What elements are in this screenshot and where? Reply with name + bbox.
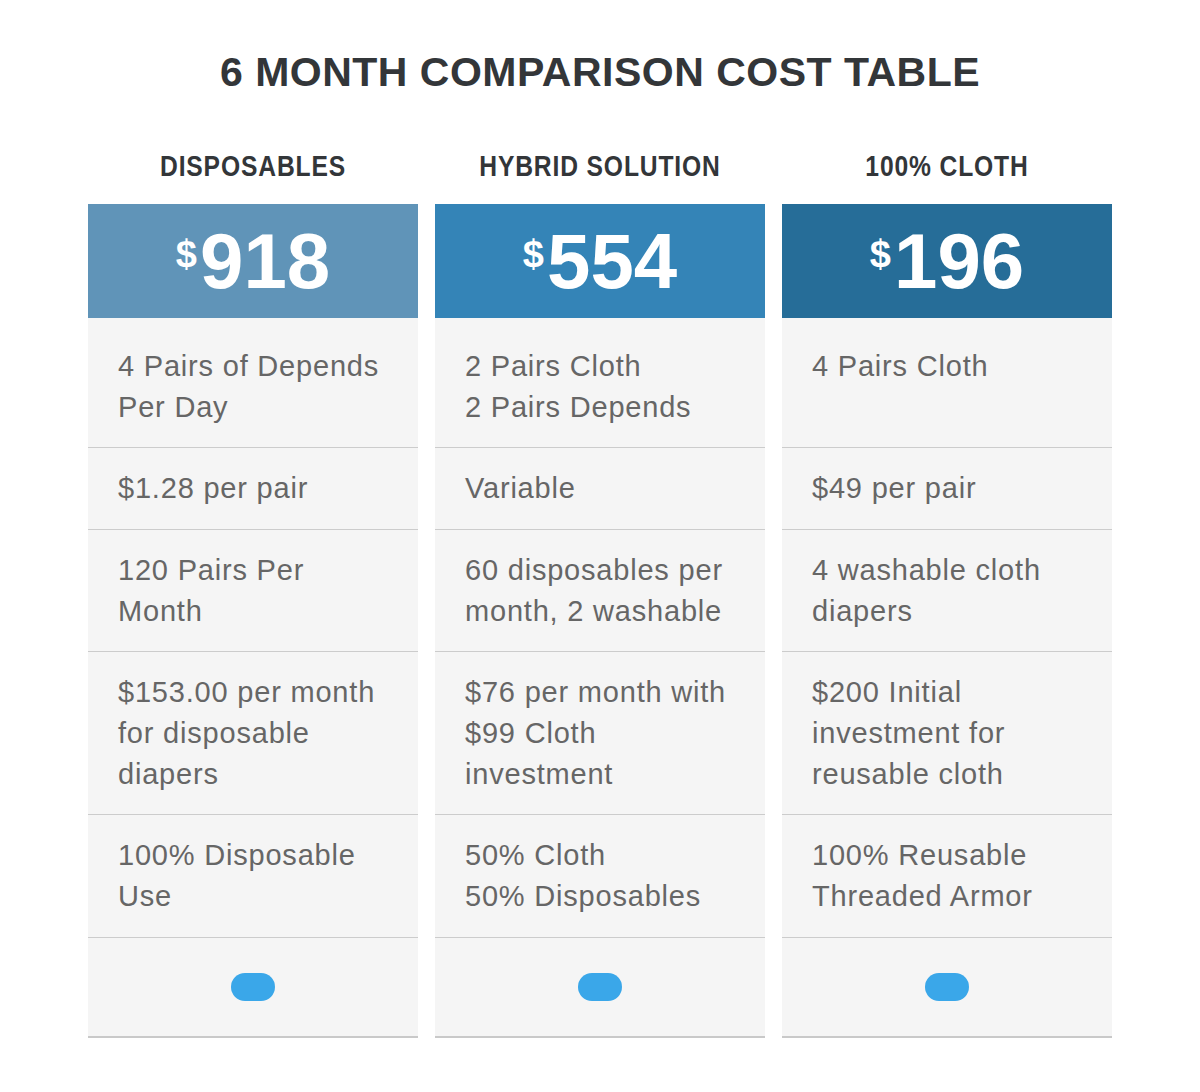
feature-cell: 4 Pairs of Depends Per Day <box>88 318 418 448</box>
feature-cell: $76 per month with $99 Cloth investment <box>435 652 765 815</box>
select-pill-button[interactable] <box>578 973 622 1001</box>
feature-cell: Variable <box>435 448 765 530</box>
price-banner-hybrid-solution: $554 <box>435 204 765 318</box>
feature-cell: 4 washable cloth diapers <box>782 530 1112 652</box>
comparison-table: $918 4 Pairs of Depends Per Day $1.28 pe… <box>88 204 1112 1038</box>
feature-cell: 100% Reusable Threaded Armor <box>782 815 1112 938</box>
column-header-disposables: DISPOSABLES <box>113 152 394 181</box>
select-pill-button[interactable] <box>925 973 969 1001</box>
footer-cell <box>435 938 765 1038</box>
column-100-cloth: $196 4 Pairs Cloth $49 per pair 4 washab… <box>782 204 1112 1038</box>
feature-cell: 50% Cloth 50% Disposables <box>435 815 765 938</box>
comparison-table-page: 6 MONTH COMPARISON COST TABLE DISPOSABLE… <box>0 0 1200 1038</box>
footer-cell <box>782 938 1112 1038</box>
currency-symbol: $ <box>523 235 544 273</box>
feature-cell: 2 Pairs Cloth 2 Pairs Depends <box>435 318 765 448</box>
footer-cell <box>88 938 418 1038</box>
price-value: 554 <box>547 222 677 300</box>
price-banner-100-cloth: $196 <box>782 204 1112 318</box>
column-header-100-cloth: 100% CLOTH <box>807 152 1088 181</box>
feature-cell: 100% Disposable Use <box>88 815 418 938</box>
price-value: 196 <box>894 222 1024 300</box>
feature-cell: 4 Pairs Cloth <box>782 318 1112 448</box>
feature-cell: $200 Initial investment for reusable clo… <box>782 652 1112 815</box>
column-header-hybrid-solution: HYBRID SOLUTION <box>460 152 741 181</box>
feature-cell: $153.00 per month for disposable diapers <box>88 652 418 815</box>
feature-cell: 60 disposables per month, 2 washable <box>435 530 765 652</box>
select-pill-button[interactable] <box>231 973 275 1001</box>
feature-cell: 120 Pairs Per Month <box>88 530 418 652</box>
currency-symbol: $ <box>176 235 197 273</box>
price-banner-disposables: $918 <box>88 204 418 318</box>
feature-cell: $1.28 per pair <box>88 448 418 530</box>
page-title: 6 MONTH COMPARISON COST TABLE <box>0 0 1200 93</box>
price-value: 918 <box>200 222 330 300</box>
column-labels-row: DISPOSABLES HYBRID SOLUTION 100% CLOTH <box>88 152 1112 181</box>
column-hybrid-solution: $554 2 Pairs Cloth 2 Pairs Depends Varia… <box>435 204 765 1038</box>
currency-symbol: $ <box>870 235 891 273</box>
feature-cell: $49 per pair <box>782 448 1112 530</box>
column-disposables: $918 4 Pairs of Depends Per Day $1.28 pe… <box>88 204 418 1038</box>
